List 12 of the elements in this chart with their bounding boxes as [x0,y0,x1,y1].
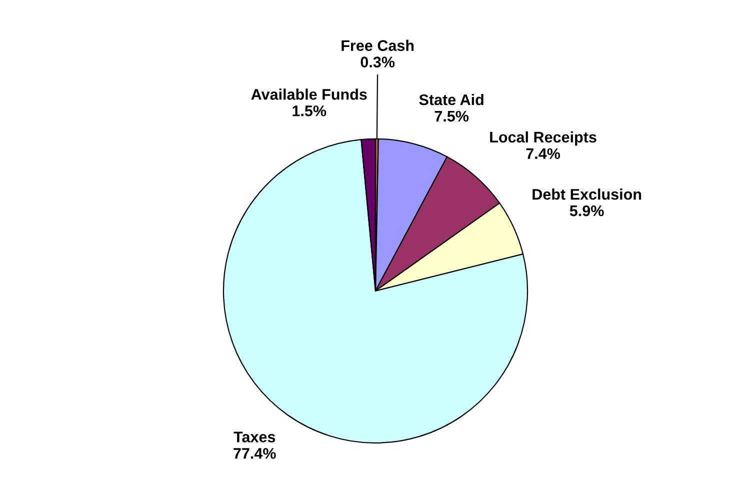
slice-label: Local Receipts [490,131,596,146]
slice-label: Free Cash [342,40,414,52]
slice-label: Debt Exclusion [532,188,642,200]
slice-label: State Aid [419,94,484,106]
data-label: 1.5% [292,106,326,116]
data-label: 0.3% [360,56,395,68]
slice-label: Taxes [234,432,276,442]
slice-label: Available Funds [251,88,367,100]
data-label: 5.9% [570,205,604,216]
data-label: 7.4% [526,148,560,159]
data-label: 7.5% [434,110,469,122]
data-label: 77.4% [234,448,276,459]
